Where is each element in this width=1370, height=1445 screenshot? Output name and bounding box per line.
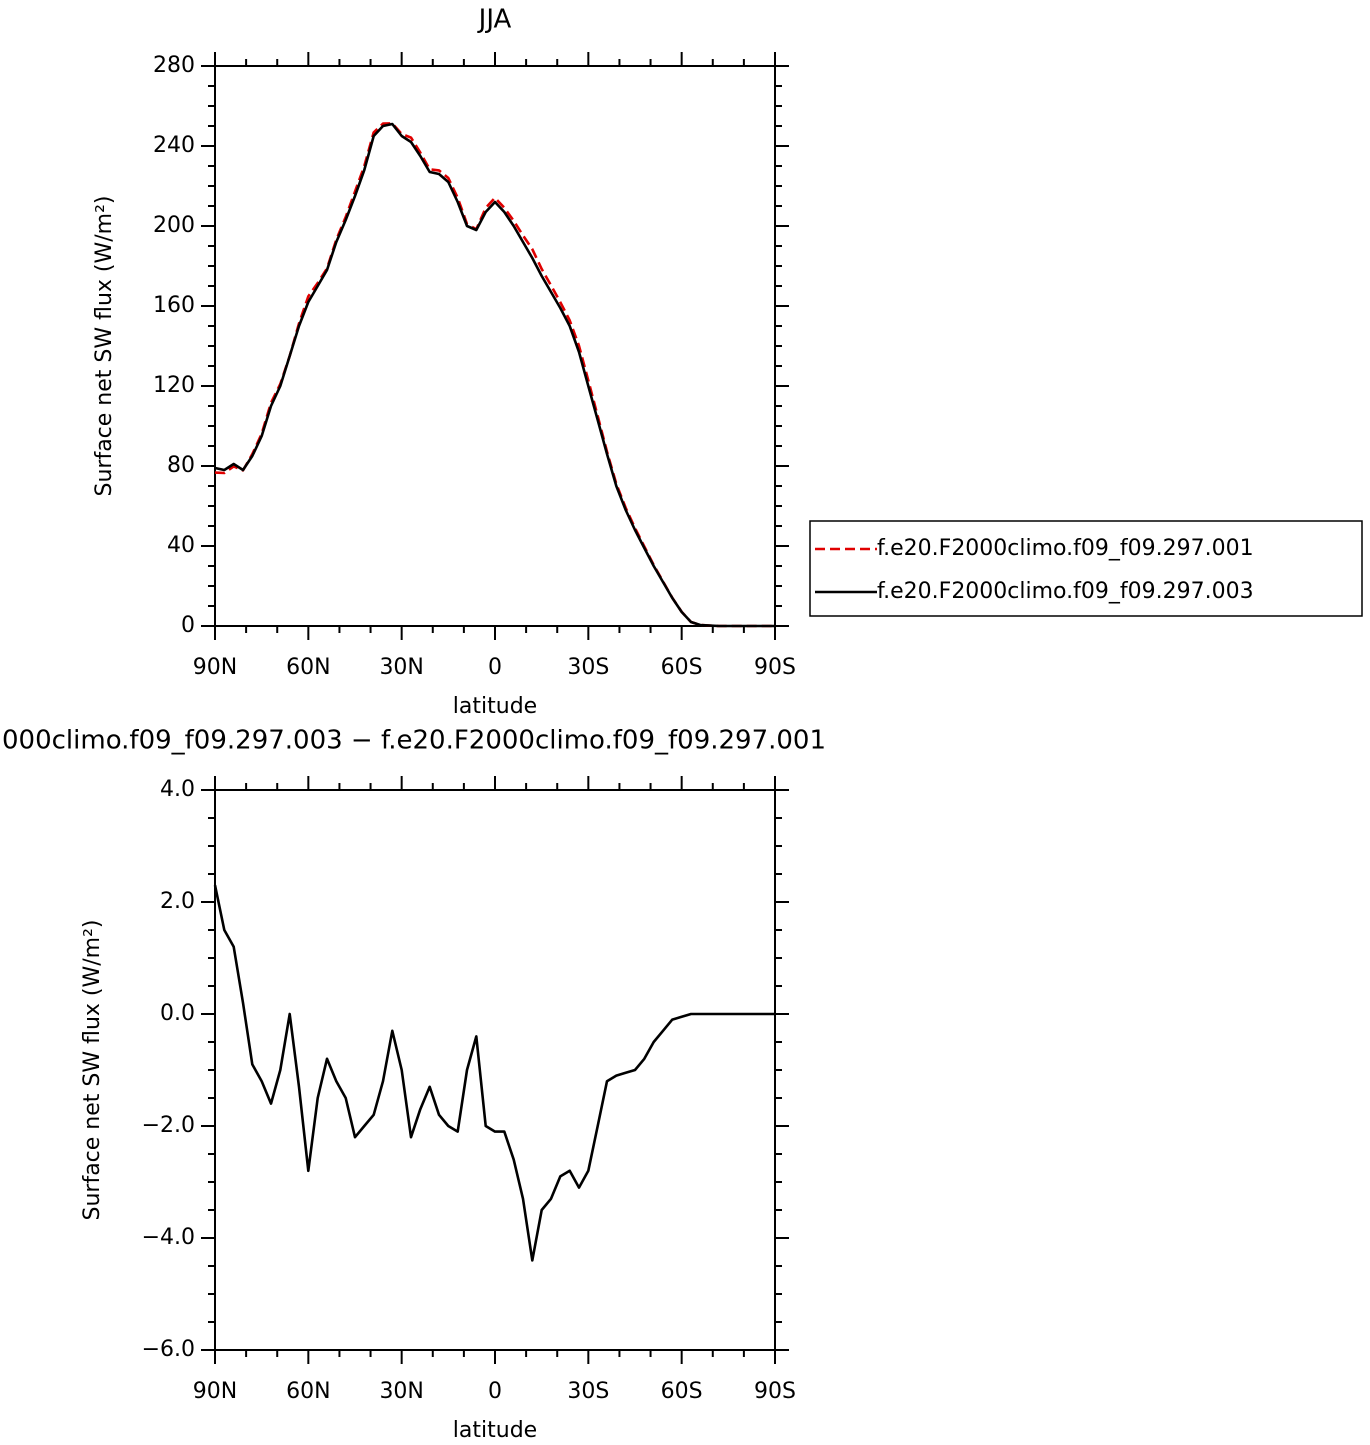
x-axis-label: latitude [453,1418,537,1443]
y-tick-label: 240 [153,133,195,158]
data-line [214,122,775,628]
data-line [213,884,775,1262]
x-tick-label: 60N [286,1379,330,1404]
y-tick-label: −6.0 [142,1337,195,1362]
y-tick-label: 0 [181,613,195,638]
plot-frame [214,789,776,1351]
x-tick-label: 60S [661,1379,703,1404]
legend-label: f.e20.F2000climo.f09_f09.297.001 [877,536,1254,561]
x-tick-label: 90S [754,655,796,680]
legend-label: f.e20.F2000climo.f09_f09.297.003 [877,579,1254,604]
y-tick-label: 2.0 [160,889,195,914]
x-tick-label: 60N [286,655,330,680]
legend-box [809,520,1363,617]
plot-frame [214,65,776,627]
x-tick-label: 90S [754,1379,796,1404]
chart-title: 000climo.f09_f09.297.003 − f.e20.F2000cl… [2,726,826,756]
y-axis-label: Surface net SW flux (W/m²) [80,919,105,1220]
y-tick-label: 200 [153,213,195,238]
x-tick-label: 90N [193,655,237,680]
x-tick-label: 30N [379,1379,423,1404]
y-tick-label: 0.0 [160,1001,195,1026]
x-tick-label: 30N [379,655,423,680]
x-tick-label: 90N [193,1379,237,1404]
y-tick-label: −4.0 [142,1225,195,1250]
chart-title: JJA [477,5,512,35]
y-tick-label: −2.0 [142,1113,195,1138]
y-tick-label: 160 [153,293,195,318]
data-line [214,122,775,628]
x-tick-label: 30S [567,655,609,680]
x-tick-label: 0 [488,655,502,680]
x-tick-label: 0 [488,1379,502,1404]
y-tick-label: 40 [167,533,195,558]
y-tick-label: 280 [153,53,195,78]
y-tick-label: 80 [167,453,195,478]
x-tick-label: 30S [567,1379,609,1404]
y-tick-label: 120 [153,373,195,398]
x-tick-label: 60S [661,655,703,680]
y-axis-label: Surface net SW flux (W/m²) [92,195,117,496]
y-tick-label: 4.0 [160,777,195,802]
x-axis-label: latitude [453,694,537,719]
